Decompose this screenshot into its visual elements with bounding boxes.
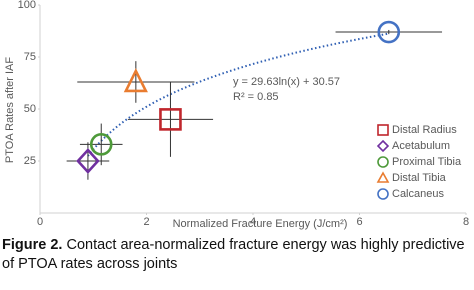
point [89,133,113,156]
y-tick-label: 50 [24,103,36,115]
x-tick-label: 4 [250,216,256,228]
y-tick-label: 100 [18,0,36,11]
legend-marker [376,171,390,183]
legend-marker [377,156,389,168]
x-tick-label: 8 [463,216,469,228]
chart: PTOA Rates after IAF Normalized Fracture… [4,0,469,230]
y-tick-label: 25 [24,155,36,167]
caption-text: Contact area-normalized fracture energy … [2,237,465,272]
point [377,20,401,44]
x-tick-label: 6 [356,216,362,228]
trend-r2: R² = 0.85 [233,91,279,103]
legend-marker [377,124,389,136]
y-tick-label: 75 [24,51,36,63]
legend-marker [377,188,389,200]
caption-label: Figure 2. [2,237,63,253]
legend-label: Calcaneus [392,188,444,200]
caption: Figure 2. Contact area-normalized fractu… [2,236,472,274]
point [76,148,100,174]
legend-label: Proximal Tibia [392,156,462,168]
point [123,68,148,93]
legend-label: Acetabulum [392,140,450,152]
y-axis-label: PTOA Rates after IAF [4,57,16,163]
x-tick-label: 0 [37,216,43,228]
trend-equation: y = 29.63ln(x) + 30.57 [233,76,340,88]
x-tick-label: 2 [143,216,149,228]
legend-marker [376,139,390,153]
legend-label: Distal Radius [392,124,457,136]
point [159,108,182,131]
x-axis-label: Normalized Fracture Energy (J/cm²) [173,218,348,230]
trendline [87,32,389,157]
legend-label: Distal Tibia [392,172,447,184]
